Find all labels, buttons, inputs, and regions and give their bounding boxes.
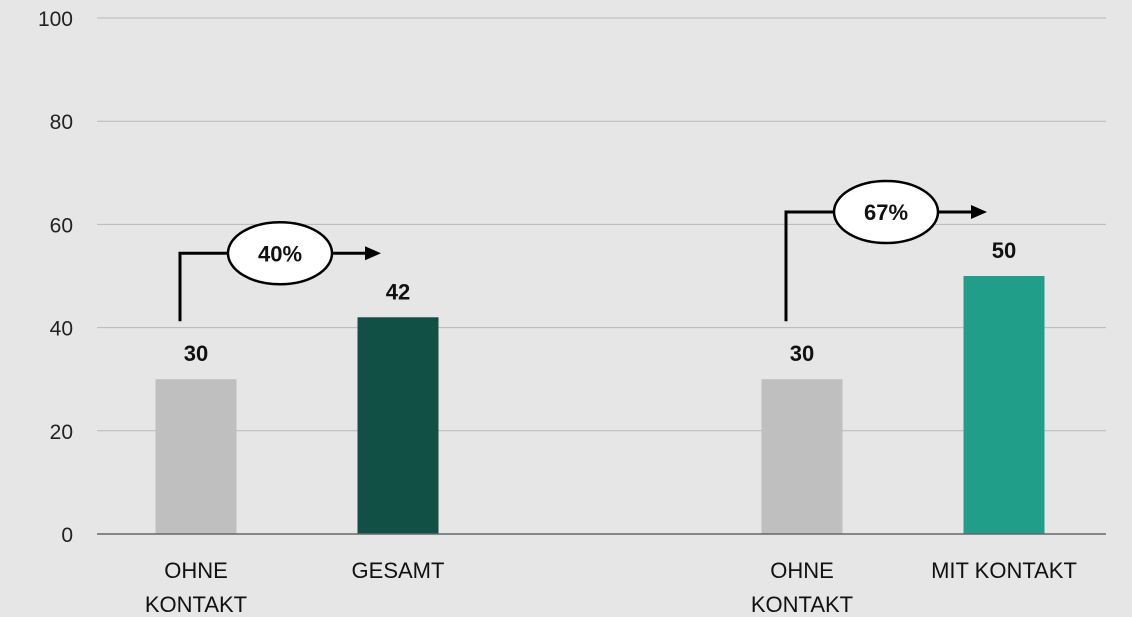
- data-label: 30: [790, 341, 814, 366]
- x-tick-label: KONTAKT: [145, 592, 247, 617]
- annotation-bubble: [832, 179, 940, 245]
- annotation-bubble: [226, 221, 334, 286]
- x-tick-label: OHNE: [164, 558, 228, 583]
- bar: [357, 317, 439, 534]
- data-label: 42: [386, 279, 410, 304]
- x-tick-label: KONTAKT: [751, 592, 853, 617]
- bar: [761, 379, 843, 534]
- arrowhead-icon: [971, 205, 987, 219]
- data-label: 50: [992, 238, 1016, 263]
- x-tick-label: MIT KONTAKT: [931, 558, 1077, 583]
- y-tick-label: 100: [38, 8, 73, 31]
- annotation-label: 67%: [864, 200, 908, 225]
- arrowhead-icon: [365, 246, 381, 261]
- x-tick-label: OHNE: [770, 558, 834, 583]
- bar: [155, 379, 237, 534]
- y-tick-label: 80: [50, 111, 73, 134]
- y-tick-label: 20: [50, 421, 73, 444]
- y-tick-label: 60: [50, 214, 73, 237]
- y-tick-label: 0: [61, 524, 73, 547]
- data-label: 30: [184, 341, 208, 366]
- annotation-label: 40%: [258, 241, 302, 266]
- bar: [963, 276, 1045, 534]
- y-tick-label: 40: [50, 318, 73, 341]
- x-tick-label: GESAMT: [352, 558, 445, 583]
